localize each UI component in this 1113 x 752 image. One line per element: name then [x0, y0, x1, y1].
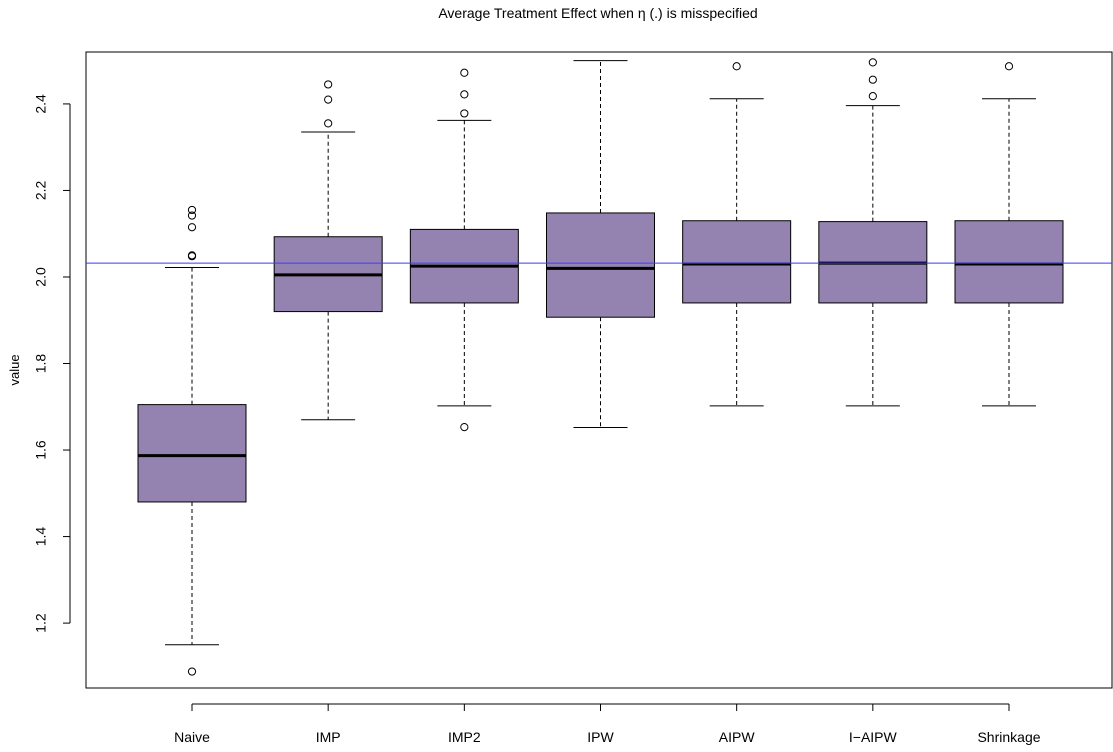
y-tick-label: 1.4	[33, 527, 49, 547]
box-group	[273, 80, 383, 421]
outlier-point	[460, 109, 469, 118]
x-axis: Naive IMP IMP2 IPW AIPW I−AIPW Shrinkage	[174, 703, 1041, 745]
outlier-point	[1004, 62, 1014, 71]
y-tick-label: 2.2	[33, 181, 49, 201]
chart-title: Average Treatment Effect when η (.) is m…	[438, 5, 757, 21]
outlier-point	[460, 90, 469, 99]
box-iqr	[546, 212, 655, 318]
outlier-point	[324, 95, 333, 104]
x-tick-label: AIPW	[719, 729, 756, 745]
outlier-point	[868, 75, 877, 84]
y-tick-label: 1.8	[33, 354, 49, 374]
outlier-point	[460, 68, 469, 77]
x-tick-label: IMP2	[448, 729, 481, 745]
outlier-point	[868, 92, 877, 101]
box-group	[818, 58, 928, 407]
y-tick-label: 1.6	[33, 440, 49, 460]
x-tick-label: Naive	[174, 729, 210, 745]
box-group	[954, 62, 1064, 407]
outlier-point	[187, 205, 197, 215]
y-axis: 1.2 1.4 1.6 1.8 2.0 2.2 2.4	[33, 94, 71, 633]
plot-frame	[85, 51, 1113, 689]
box-group	[409, 68, 519, 432]
box-iqr	[682, 220, 792, 304]
boxes-group	[137, 58, 1064, 676]
outlier-point	[187, 223, 197, 232]
outlier-point	[187, 211, 197, 220]
y-tick-label: 2.4	[33, 94, 49, 114]
outlier-point	[324, 80, 333, 89]
x-tick-label: I−AIPW	[849, 729, 898, 745]
y-tick-label: 2.0	[33, 267, 49, 287]
outlier-point	[187, 667, 197, 676]
box-iqr	[137, 404, 247, 503]
x-tick-label: IPW	[587, 729, 614, 745]
box-group	[682, 62, 792, 407]
outlier-point	[732, 62, 741, 71]
outlier-point	[868, 58, 877, 67]
y-tick-label: 1.2	[33, 613, 49, 633]
box-group	[137, 205, 247, 676]
y-axis-label: value	[7, 354, 22, 385]
outlier-point	[187, 252, 197, 261]
x-tick-label: Shrinkage	[977, 729, 1040, 745]
outlier-point	[460, 423, 469, 432]
x-tick-label: IMP	[316, 729, 341, 745]
box-group	[546, 60, 655, 429]
outlier-point	[324, 119, 333, 128]
box-iqr	[954, 220, 1064, 304]
